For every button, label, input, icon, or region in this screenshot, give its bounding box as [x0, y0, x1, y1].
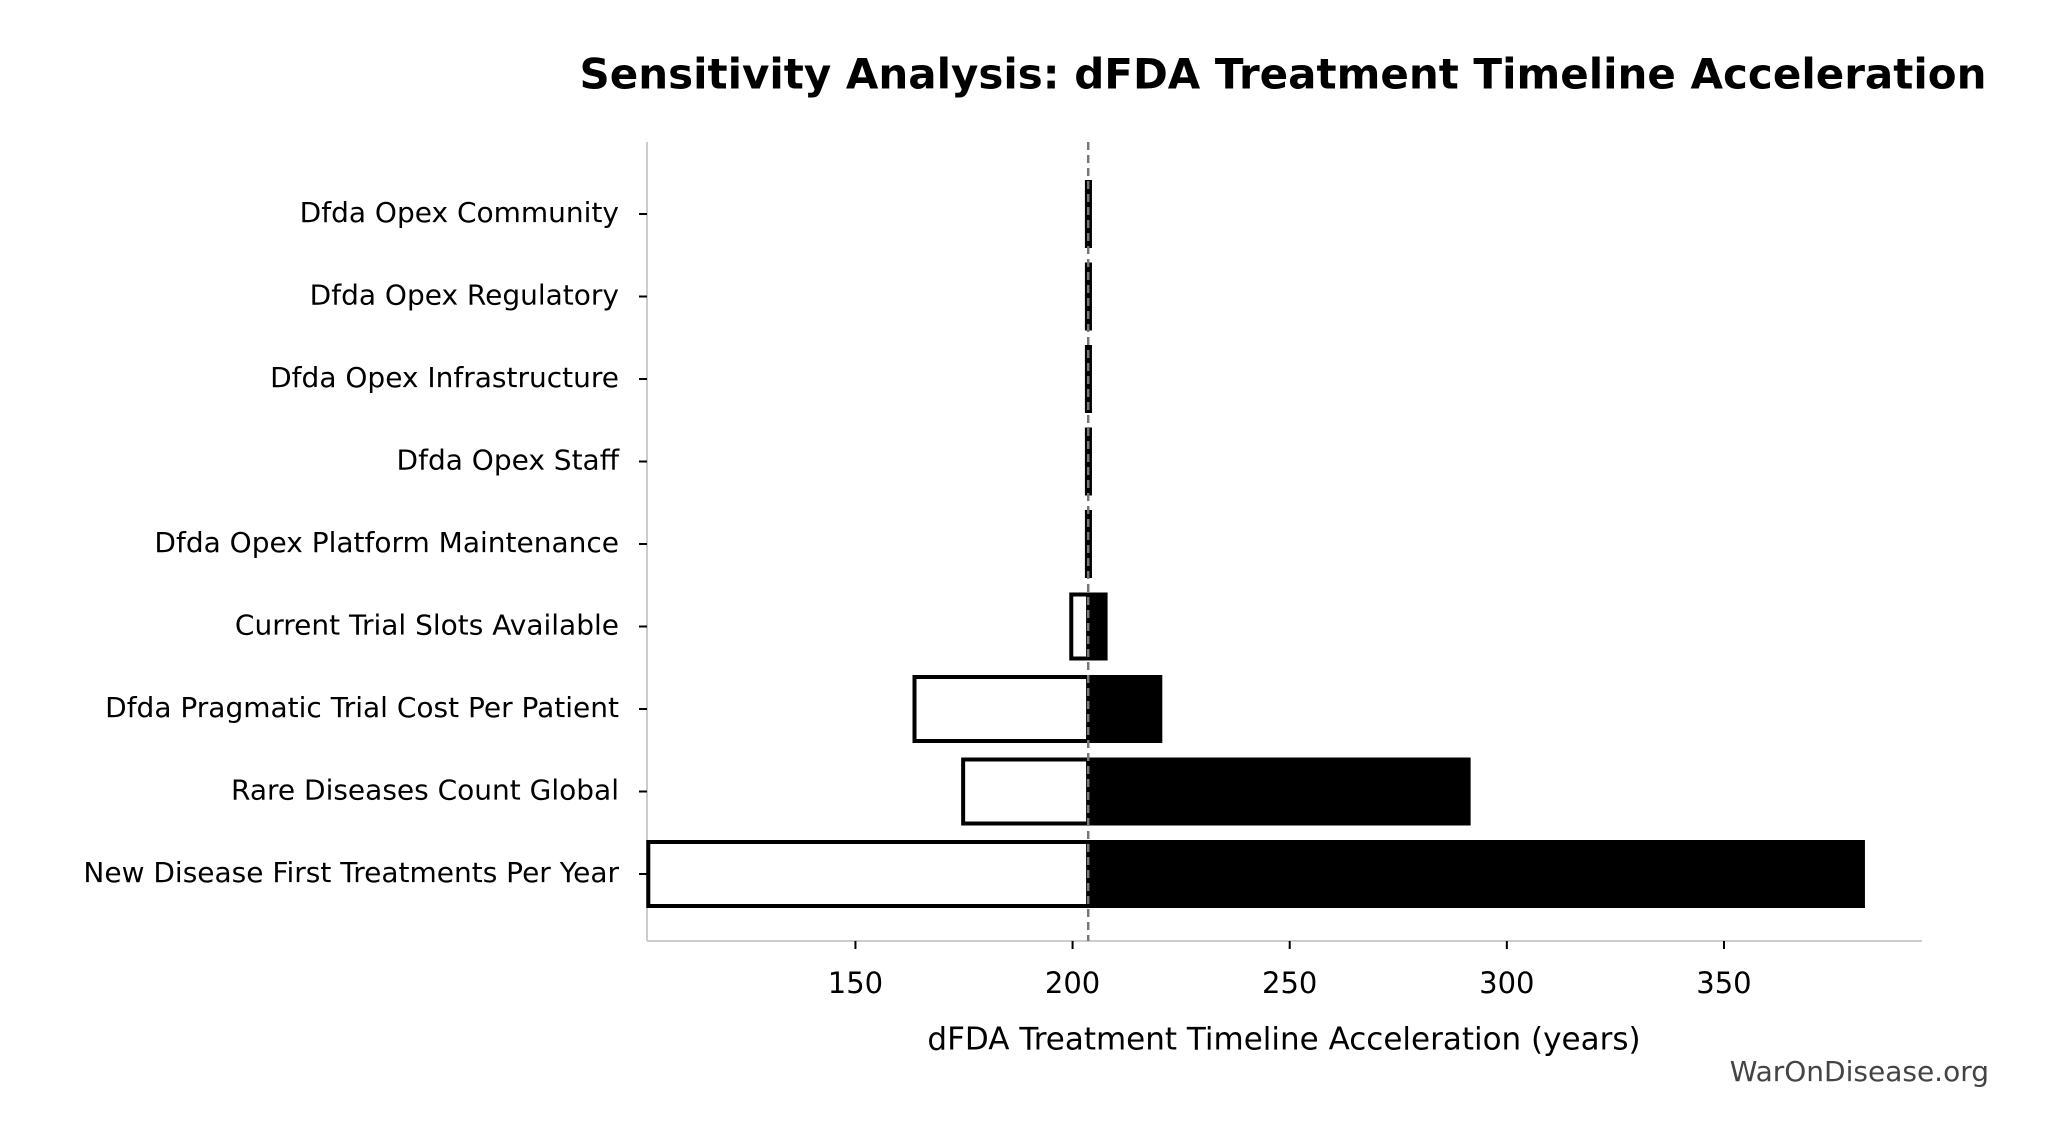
- low-bar: [912, 675, 1091, 743]
- x-axis-label: dFDA Treatment Timeline Acceleration (ye…: [927, 1022, 1640, 1058]
- high-bar: [1086, 757, 1471, 826]
- low-bar: [961, 757, 1091, 826]
- low-bar: [646, 840, 1091, 908]
- y-tick-label: Dfda Opex Staff: [397, 444, 620, 477]
- y-tick-label: Dfda Opex Community: [300, 196, 619, 229]
- x-tick-label: 350: [1696, 966, 1751, 1000]
- x-tick-label: 200: [1045, 966, 1100, 1000]
- high-bar: [1086, 592, 1108, 661]
- chart-title: Sensitivity Analysis: dFDA Treatment Tim…: [580, 50, 1987, 99]
- y-tick-label: Dfda Opex Platform Maintenance: [154, 526, 619, 559]
- y-tick-label: Rare Diseases Count Global: [231, 774, 619, 807]
- y-tick-label: Dfda Opex Regulatory: [310, 279, 619, 312]
- x-tick-label: 150: [828, 966, 883, 1000]
- x-tick-label: 300: [1479, 966, 1534, 1000]
- watermark: WarOnDisease.org: [1730, 1055, 1989, 1088]
- high-bar: [1086, 675, 1163, 743]
- y-tick-label: Current Trial Slots Available: [235, 609, 619, 642]
- high-bar: [1086, 840, 1865, 908]
- low-bar: [1069, 592, 1091, 661]
- y-tick-label: Dfda Opex Infrastructure: [270, 361, 619, 394]
- y-tick-label: Dfda Pragmatic Trial Cost Per Patient: [105, 691, 619, 724]
- x-tick-label: 250: [1262, 966, 1317, 1000]
- y-tick-label: New Disease First Treatments Per Year: [83, 856, 619, 889]
